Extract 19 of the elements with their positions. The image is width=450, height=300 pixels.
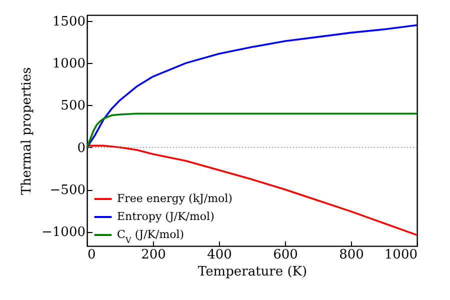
y-tick-label: 500 [60,98,86,114]
x-tick-label: 0 [88,248,96,262]
y-tick-label: 1500 [52,14,86,30]
legend-label: C$_{V}$ (J/K/mol) [117,228,184,245]
legend-label: Entropy (J/K/mol) [117,210,214,223]
line-series [86,24,418,148]
y-tick-label: 0 [77,140,86,156]
x-tick-label: 200 [141,248,166,262]
y-tick-label: −500 [50,183,86,198]
x-tick-label: 800 [339,248,364,262]
y-axis-title: Thermal properties [20,67,35,195]
x-tick-label: 600 [273,248,298,262]
legend-label: Free energy (kJ/mol) [117,192,232,205]
x-tick-label: 1000 [384,248,418,262]
line-series [86,112,418,148]
x-axis-title: Temperature (K) [198,264,308,280]
y-tick-label: 1000 [52,56,86,72]
x-tick-label: 400 [207,248,232,262]
y-tick-label: −1000 [42,225,86,240]
